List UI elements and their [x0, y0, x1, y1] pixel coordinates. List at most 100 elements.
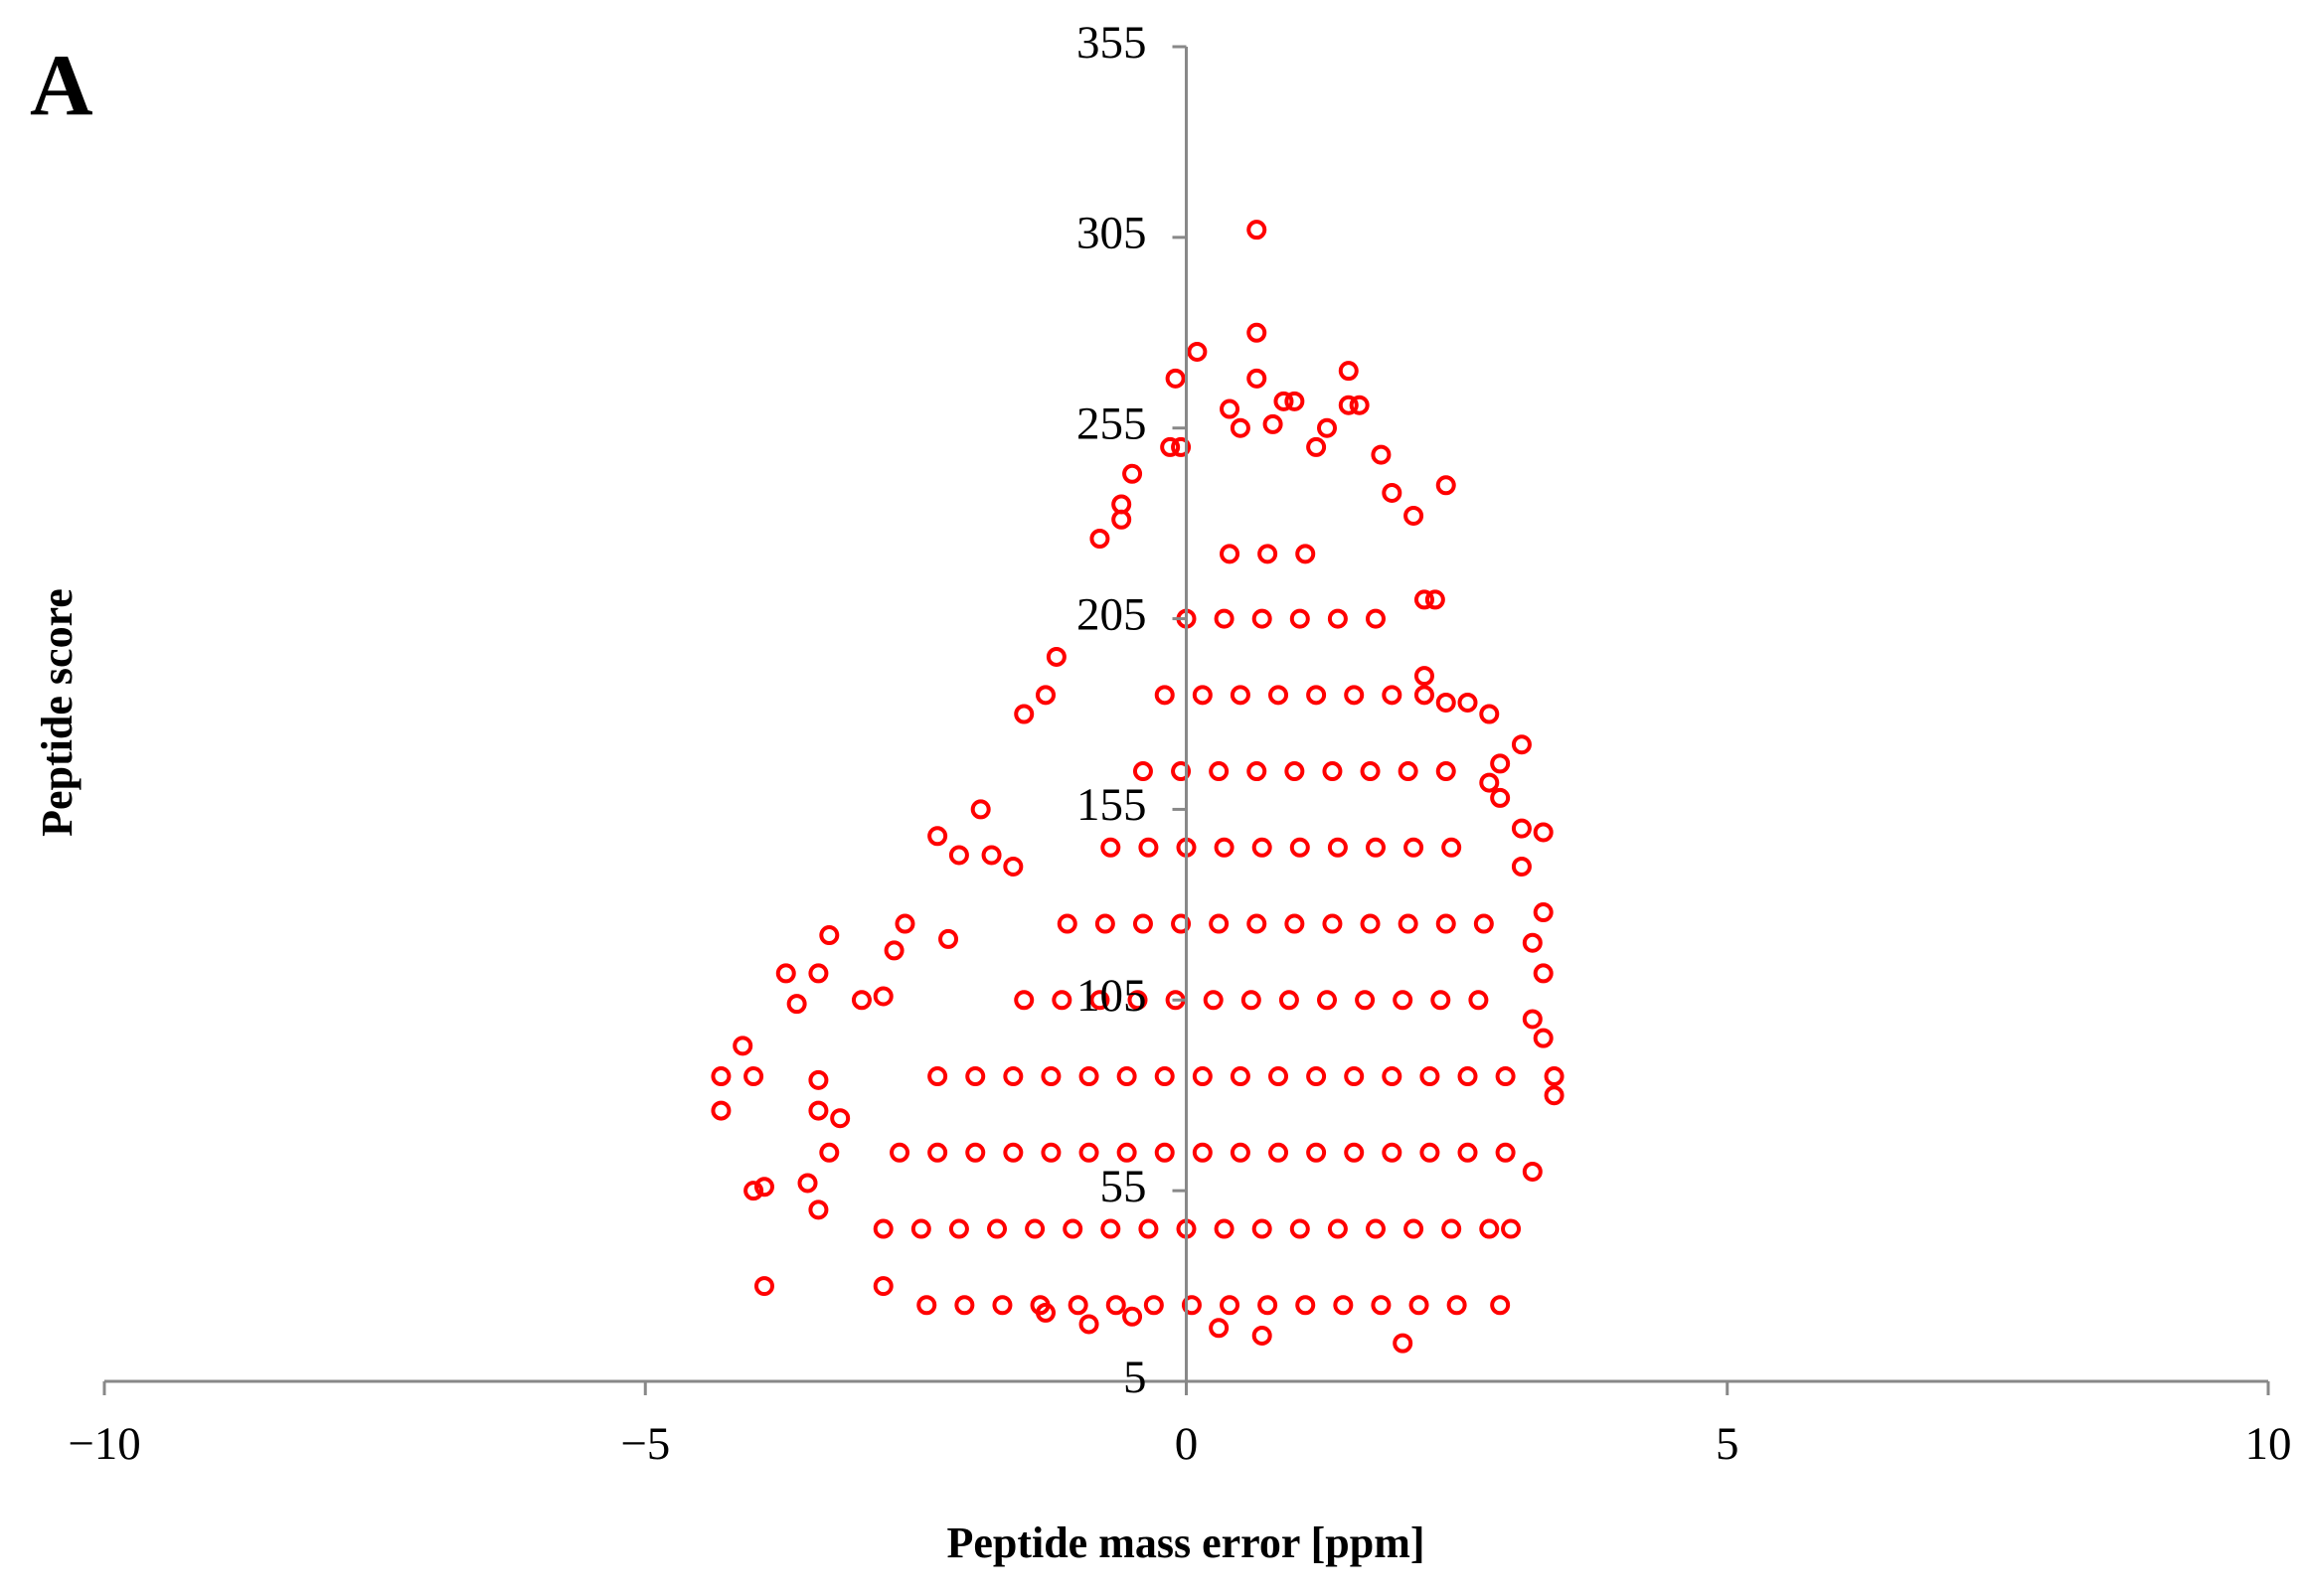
point [965, 1066, 986, 1087]
point [1349, 395, 1370, 415]
point [1371, 444, 1392, 465]
point [1533, 822, 1554, 843]
point [1284, 913, 1305, 934]
point [808, 1069, 829, 1090]
point [1544, 1066, 1564, 1087]
point [1382, 685, 1402, 706]
point [1251, 1325, 1272, 1346]
point [1089, 528, 1110, 549]
point [1181, 1295, 1202, 1316]
point [1230, 685, 1250, 706]
point [1220, 544, 1240, 564]
point [927, 826, 948, 847]
point [1382, 1066, 1402, 1087]
point [1284, 761, 1305, 782]
point [1273, 391, 1294, 411]
point [1171, 436, 1192, 457]
point [1209, 913, 1230, 934]
y-tick-label: 355 [1076, 17, 1147, 69]
point [775, 963, 796, 984]
point [1435, 475, 1456, 496]
x-tick-label: −5 [620, 1418, 670, 1470]
points [711, 220, 1564, 1354]
point [1511, 734, 1532, 755]
point [1501, 1218, 1522, 1239]
point [910, 1218, 931, 1239]
point [1419, 1066, 1440, 1087]
point [797, 1173, 818, 1194]
point [1457, 692, 1478, 713]
point [884, 940, 905, 961]
point [1138, 837, 1159, 858]
point [1490, 753, 1511, 774]
point [1246, 761, 1267, 782]
point [1187, 341, 1208, 362]
point [808, 1100, 829, 1121]
point [1398, 761, 1418, 782]
point [965, 1142, 986, 1163]
point [1403, 505, 1424, 526]
point [743, 1066, 764, 1087]
point [916, 1295, 937, 1316]
point [1268, 1142, 1289, 1163]
point [1511, 818, 1532, 839]
point [1522, 932, 1543, 953]
point [1468, 990, 1489, 1011]
point [1171, 913, 1192, 934]
point [1014, 704, 1035, 724]
point [1522, 1009, 1543, 1030]
point [1246, 322, 1267, 343]
point [1441, 1218, 1462, 1239]
point [1289, 837, 1310, 858]
point [1143, 1295, 1164, 1316]
point [1251, 1218, 1272, 1239]
point [1068, 1295, 1088, 1316]
point [1284, 391, 1305, 411]
point [1327, 1218, 1348, 1239]
point [1251, 837, 1272, 858]
point [1268, 685, 1289, 706]
y-tick-label: 305 [1076, 208, 1147, 259]
point [1430, 990, 1451, 1011]
point [1522, 1161, 1543, 1182]
point [1382, 482, 1402, 503]
point [1295, 1295, 1316, 1316]
point [1473, 913, 1494, 934]
point [1295, 544, 1316, 564]
point [1490, 1295, 1511, 1316]
point [1240, 990, 1261, 1011]
point [895, 913, 915, 934]
point [873, 1276, 894, 1297]
point [1132, 913, 1153, 934]
point [1479, 704, 1500, 724]
point [992, 1295, 1013, 1316]
point [1306, 1066, 1327, 1087]
point [927, 1066, 948, 1087]
y-tick-label: 205 [1076, 588, 1147, 640]
point [873, 1218, 894, 1239]
y-tick-label: 255 [1076, 398, 1147, 449]
point [1322, 761, 1343, 782]
point [1533, 963, 1554, 984]
point [954, 1295, 975, 1316]
point [819, 1142, 840, 1163]
point [1355, 990, 1376, 1011]
point [1413, 589, 1434, 610]
point [1403, 1218, 1424, 1239]
point [1365, 1218, 1386, 1239]
point [1220, 1295, 1240, 1316]
point [981, 845, 1002, 866]
x-tick-label: 5 [1716, 1418, 1739, 1470]
point [1544, 1085, 1564, 1106]
point [938, 928, 959, 949]
point [1214, 1218, 1235, 1239]
point [1192, 685, 1213, 706]
point [1171, 761, 1192, 782]
x-tick-label: 10 [2245, 1418, 2292, 1470]
point [1165, 368, 1186, 389]
point [1014, 990, 1035, 1011]
panel-label: A [30, 38, 93, 134]
point [1511, 856, 1532, 877]
point [1457, 1066, 1478, 1087]
